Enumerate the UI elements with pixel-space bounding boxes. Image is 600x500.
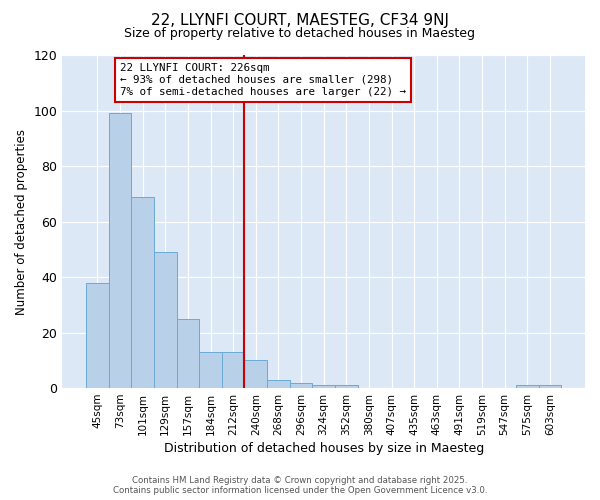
Y-axis label: Number of detached properties: Number of detached properties bbox=[15, 128, 28, 314]
Bar bbox=[539, 386, 561, 388]
Bar bbox=[109, 114, 131, 388]
Bar bbox=[516, 386, 539, 388]
Bar bbox=[86, 282, 109, 388]
Text: 22 LLYNFI COURT: 226sqm
← 93% of detached houses are smaller (298)
7% of semi-de: 22 LLYNFI COURT: 226sqm ← 93% of detache… bbox=[120, 64, 406, 96]
Bar bbox=[267, 380, 290, 388]
Bar bbox=[199, 352, 222, 388]
Bar bbox=[313, 386, 335, 388]
Bar bbox=[154, 252, 176, 388]
Bar bbox=[131, 196, 154, 388]
Bar bbox=[290, 382, 313, 388]
Text: Contains HM Land Registry data © Crown copyright and database right 2025.
Contai: Contains HM Land Registry data © Crown c… bbox=[113, 476, 487, 495]
X-axis label: Distribution of detached houses by size in Maesteg: Distribution of detached houses by size … bbox=[164, 442, 484, 455]
Bar bbox=[335, 386, 358, 388]
Bar bbox=[176, 318, 199, 388]
Bar bbox=[244, 360, 267, 388]
Text: Size of property relative to detached houses in Maesteg: Size of property relative to detached ho… bbox=[125, 28, 476, 40]
Bar bbox=[222, 352, 244, 388]
Text: 22, LLYNFI COURT, MAESTEG, CF34 9NJ: 22, LLYNFI COURT, MAESTEG, CF34 9NJ bbox=[151, 12, 449, 28]
